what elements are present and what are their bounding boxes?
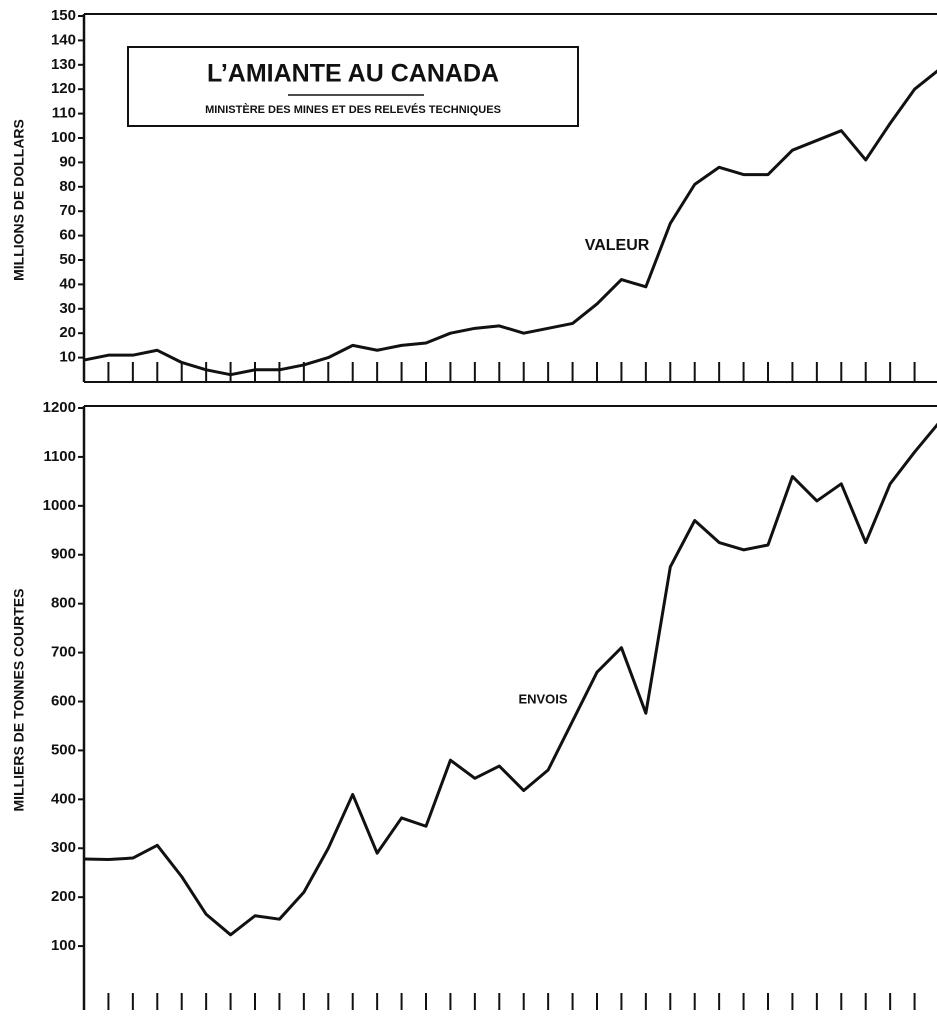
y-tick-label: 100 [51,937,76,954]
x-tick-label: 1934 [264,1017,295,1019]
y-tick-label: 60 [59,227,76,244]
y-tick-label: 800 [51,595,76,612]
x-tick-label: 1954 [752,1017,783,1019]
y-tick-label: 10 [59,349,76,366]
x-tick-label: 1946 [557,1017,588,1019]
data-line [83,422,937,937]
y-axis-label: MILLIONS DE DOLLARS [11,119,27,281]
x-tick-label: 1960 [899,1017,930,1019]
y-tick-label: 900 [51,546,76,563]
x-tick-label: 1956 [801,1017,832,1019]
chart-title: L’AMIANTE AU CANADA [207,60,499,88]
y-tick-label: 1000 [43,497,76,514]
x-tick-label: 1944 [508,1017,539,1019]
x-tick-label: 1952 [704,1017,735,1019]
x-tick-label: 1936 [313,1017,344,1019]
x-tick-label: 1926 [68,1017,99,1019]
y-tick-label: 600 [51,692,76,709]
x-tick-label: 1948 [606,1017,637,1019]
x-tick-label: 1938 [362,1017,393,1019]
title-box [127,46,579,127]
x-tick-label: 1928 [117,1017,148,1019]
y-tick-label: 200 [51,888,76,905]
y-tick-label: 300 [51,839,76,856]
x-tick-label: 1932 [215,1017,246,1019]
y-tick-label: 70 [59,202,76,219]
y-axis-label: MILLIERS DE TONNES COURTES [11,589,27,812]
x-tick-label: 1930 [166,1017,197,1019]
y-tick-label: 700 [51,644,76,661]
y-tick-label: 40 [59,275,76,292]
y-tick-label: 150 [51,7,76,24]
x-tick-label: 1940 [410,1017,441,1019]
y-tick-label: 20 [59,324,76,341]
y-tick-label: 500 [51,741,76,758]
x-tick-label: 1942 [459,1017,490,1019]
y-tick-label: 130 [51,56,76,73]
y-tick-label: 80 [59,178,76,195]
series-label: ENVOIS [518,691,567,706]
y-tick-label: 30 [59,300,76,317]
series-label: VALEUR [585,237,650,254]
y-tick-label: 1100 [43,448,76,465]
y-tick-label: 140 [51,31,76,48]
chart-subtitle: MINISTÈRE DES MINES ET DES RELEVÉS TECHN… [205,103,501,116]
x-tick-label: 1958 [850,1017,881,1019]
x-tick-label: 1950 [655,1017,686,1019]
y-tick-label: 110 [52,105,76,122]
y-tick-label: 50 [59,251,76,268]
y-tick-label: 100 [51,129,76,146]
y-tick-label: 400 [51,790,76,807]
y-tick-label: 1200 [43,399,76,416]
y-tick-label: 120 [51,80,76,97]
y-tick-label: 90 [59,153,76,170]
data-line [83,69,937,377]
